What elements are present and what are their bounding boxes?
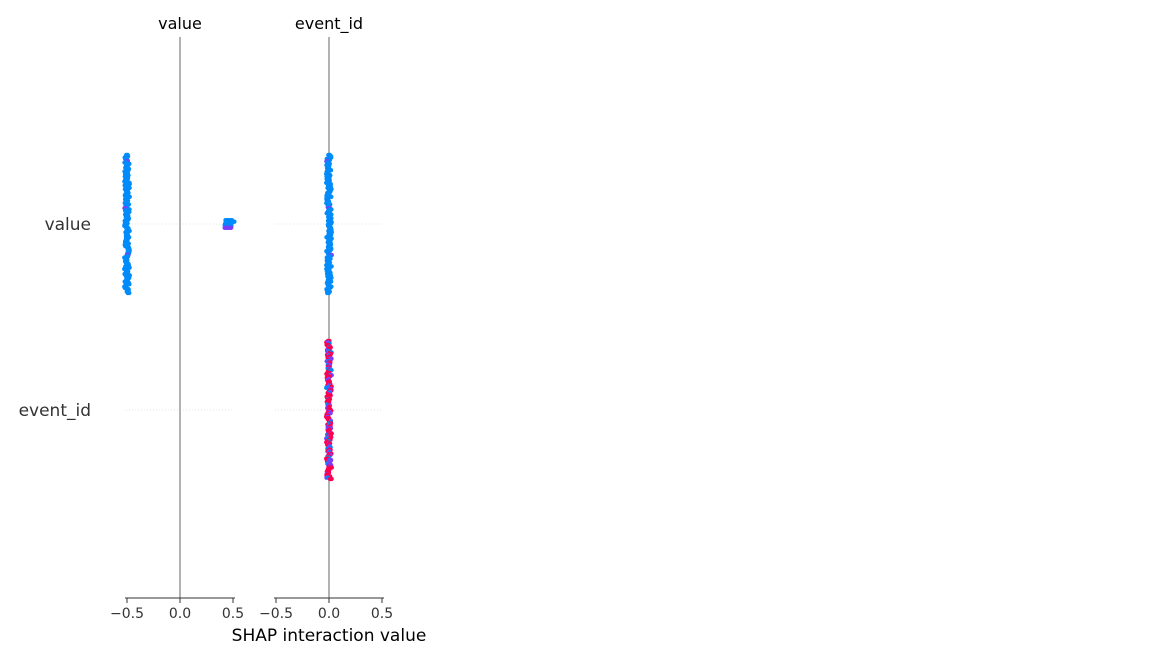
x-tick-label-event_id-0: −0.5 — [259, 606, 293, 622]
x-tick-label-event_id-1: 0.0 — [318, 606, 340, 622]
x-axis-title: SHAP interaction value — [232, 626, 427, 646]
row-label-event_id: event_id — [19, 401, 91, 421]
point-event_id-event_id-0 — [329, 476, 334, 482]
row-label-value: value — [45, 215, 91, 235]
zero-lines — [179, 37, 330, 598]
point-value-value-0 — [127, 290, 132, 296]
column-title-value: value — [158, 14, 202, 33]
x-tick-label-event_id-2: 0.5 — [371, 606, 393, 622]
row-guides — [126, 223, 383, 411]
x-tick-label-value-1: 0.0 — [169, 606, 191, 622]
x-tick-label-value-2: 0.5 — [222, 606, 244, 622]
x-axes: −0.5 0.0 0.5 −0.5 0.0 0.5 — [110, 597, 393, 622]
column-title-event_id: event_id — [295, 14, 363, 34]
x-tick-label-value-0: −0.5 — [110, 606, 144, 622]
point-value-event_id-0 — [326, 290, 332, 296]
point-value-value-1 — [228, 225, 234, 231]
scatter-points — [122, 152, 334, 482]
